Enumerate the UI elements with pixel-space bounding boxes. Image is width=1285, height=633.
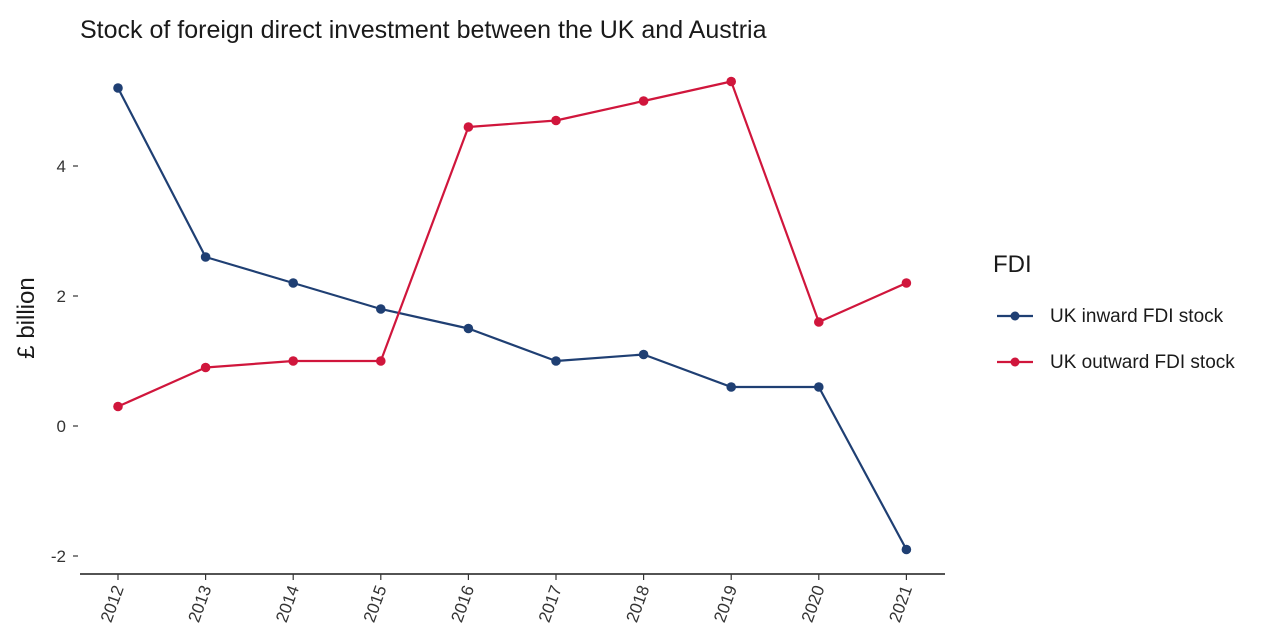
- series-0: [113, 83, 912, 555]
- x-tick-label: 2018: [623, 583, 654, 625]
- x-tick-label: 2014: [272, 583, 303, 625]
- data-point: [200, 252, 211, 262]
- data-point: [814, 317, 824, 327]
- series-line: [117, 87, 908, 551]
- series-line: [117, 80, 907, 408]
- data-point: [726, 76, 736, 87]
- data-point: [551, 356, 561, 366]
- y-tick-label: -2: [51, 547, 66, 566]
- y-tick-label: 2: [57, 287, 66, 306]
- legend-item-outward: UK outward FDI stock: [997, 352, 1235, 373]
- data-point: [113, 401, 123, 412]
- x-tick-label: 2017: [535, 583, 566, 625]
- legend-item-inward: UK inward FDI stock: [997, 306, 1224, 327]
- y-axis: -2 0 2 4: [51, 157, 78, 566]
- data-point: [463, 122, 474, 132]
- data-point: [638, 96, 649, 106]
- legend-title: FDI: [993, 251, 1032, 278]
- series-1: [113, 76, 912, 412]
- x-axis: 2012 2013 2014 2015 2016 2017 2018 2019 2020 2021: [80, 573, 945, 625]
- legend-key-point: [1010, 357, 1020, 367]
- legend: FDI UK inward FDI stock UK outward FDI s…: [993, 251, 1235, 373]
- data-point: [288, 356, 299, 366]
- data-point: [200, 362, 211, 373]
- series-layer: [113, 76, 912, 555]
- data-point: [638, 349, 649, 360]
- x-tick-label: 2015: [360, 583, 391, 625]
- data-point: [726, 382, 736, 392]
- x-tick-label: 2021: [885, 583, 916, 625]
- data-point: [901, 278, 912, 288]
- y-tick-label: 0: [57, 417, 66, 436]
- data-point: [113, 83, 123, 93]
- data-point: [814, 382, 824, 392]
- legend-label-outward: UK outward FDI stock: [1050, 352, 1235, 373]
- y-tick-label: 4: [57, 157, 66, 176]
- data-point: [288, 278, 299, 288]
- x-tick-label: 2016: [447, 583, 478, 625]
- data-point: [376, 304, 386, 314]
- legend-key-point: [1010, 311, 1020, 321]
- legend-label-inward: UK inward FDI stock: [1050, 306, 1224, 327]
- chart-title: Stock of foreign direct investment betwe…: [80, 16, 767, 44]
- data-point: [463, 323, 474, 334]
- data-point: [551, 115, 561, 126]
- x-tick-label: 2019: [710, 583, 741, 625]
- y-axis-label: £ billion: [13, 277, 40, 358]
- x-tick-label: 2013: [185, 583, 216, 625]
- x-tick-label: 2012: [97, 583, 128, 625]
- data-point: [901, 544, 912, 555]
- data-point: [376, 356, 386, 366]
- x-tick-label: 2020: [798, 583, 829, 625]
